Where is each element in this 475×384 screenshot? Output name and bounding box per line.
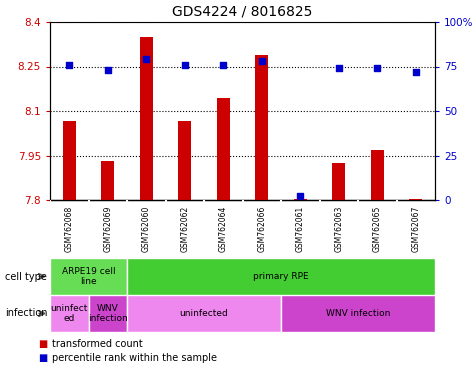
Text: ■: ■ <box>38 353 47 363</box>
Bar <box>409 199 422 200</box>
Text: GSM762065: GSM762065 <box>373 206 382 252</box>
Bar <box>101 161 114 200</box>
Text: percentile rank within the sample: percentile rank within the sample <box>52 353 217 363</box>
Text: GSM762066: GSM762066 <box>257 206 266 252</box>
Bar <box>140 37 153 200</box>
Text: GSM762060: GSM762060 <box>142 206 151 252</box>
Point <box>373 65 381 71</box>
Bar <box>332 163 345 200</box>
Point <box>258 58 266 64</box>
Point <box>104 67 112 73</box>
Point <box>66 62 73 68</box>
Text: GSM762064: GSM762064 <box>219 206 228 252</box>
Point <box>142 56 150 63</box>
Point <box>296 194 304 200</box>
Text: WNV infection: WNV infection <box>326 309 390 318</box>
Bar <box>281 295 435 332</box>
Text: GSM762069: GSM762069 <box>103 206 112 252</box>
Text: GSM762068: GSM762068 <box>65 206 74 252</box>
Text: uninfected: uninfected <box>180 309 228 318</box>
Text: GSM762061: GSM762061 <box>296 206 305 252</box>
Text: infection: infection <box>5 308 47 318</box>
Text: ■: ■ <box>38 339 47 349</box>
Bar <box>50 258 127 295</box>
Bar <box>88 295 127 332</box>
Text: GSM762067: GSM762067 <box>411 206 420 252</box>
Text: primary RPE: primary RPE <box>253 272 309 281</box>
Text: uninfect
ed: uninfect ed <box>50 304 88 323</box>
Text: ARPE19 cell
line: ARPE19 cell line <box>62 267 115 286</box>
Bar <box>127 295 281 332</box>
Bar <box>127 258 435 295</box>
Bar <box>217 98 230 200</box>
Point <box>219 62 227 68</box>
Text: GSM762062: GSM762062 <box>180 206 189 252</box>
Bar <box>178 121 191 200</box>
Bar <box>370 149 384 200</box>
Point <box>335 65 342 71</box>
Point <box>412 69 419 75</box>
Text: WNV
infection: WNV infection <box>88 304 128 323</box>
Bar <box>50 295 88 332</box>
Bar <box>294 199 307 200</box>
Text: cell type: cell type <box>5 271 47 281</box>
Text: transformed count: transformed count <box>52 339 143 349</box>
Text: GSM762063: GSM762063 <box>334 206 343 252</box>
Bar <box>63 121 76 200</box>
Title: GDS4224 / 8016825: GDS4224 / 8016825 <box>172 4 313 18</box>
Bar <box>255 55 268 200</box>
Point <box>181 62 189 68</box>
